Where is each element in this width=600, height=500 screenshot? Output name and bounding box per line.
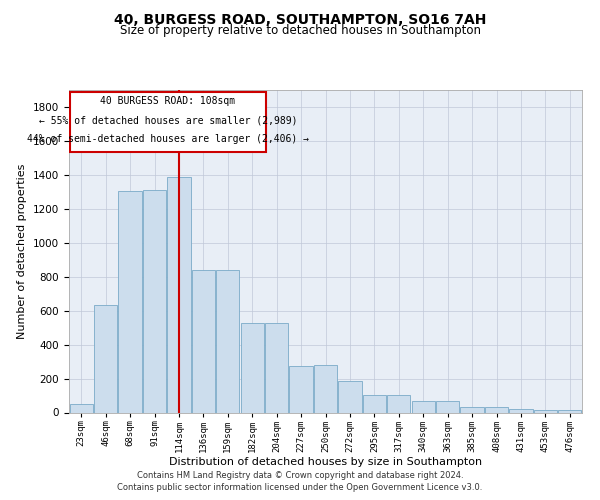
Bar	[70, 404, 93, 412]
Bar	[412, 402, 435, 412]
Text: 40 BURGESS ROAD: 108sqm: 40 BURGESS ROAD: 108sqm	[100, 96, 235, 106]
Bar	[558, 410, 581, 412]
Bar	[265, 322, 288, 412]
Text: 44% of semi-detached houses are larger (2,406) →: 44% of semi-detached houses are larger (…	[27, 134, 309, 144]
Bar	[387, 394, 410, 412]
Bar	[167, 178, 191, 412]
Bar	[94, 304, 117, 412]
Y-axis label: Number of detached properties: Number of detached properties	[17, 164, 28, 339]
Bar	[216, 270, 239, 412]
Bar	[534, 410, 557, 412]
Bar	[338, 381, 362, 412]
Bar	[363, 394, 386, 412]
Bar	[289, 366, 313, 412]
Bar	[485, 407, 508, 412]
Bar	[192, 270, 215, 412]
Bar	[460, 407, 484, 412]
Bar	[241, 322, 264, 412]
X-axis label: Distribution of detached houses by size in Southampton: Distribution of detached houses by size …	[169, 457, 482, 467]
Bar	[143, 190, 166, 412]
Bar	[509, 410, 533, 412]
Bar	[436, 402, 459, 412]
Text: Size of property relative to detached houses in Southampton: Size of property relative to detached ho…	[119, 24, 481, 37]
Text: Contains HM Land Registry data © Crown copyright and database right 2024.
Contai: Contains HM Land Registry data © Crown c…	[118, 471, 482, 492]
Bar	[314, 365, 337, 412]
Text: ← 55% of detached houses are smaller (2,989): ← 55% of detached houses are smaller (2,…	[38, 115, 297, 125]
FancyBboxPatch shape	[70, 92, 266, 152]
Bar	[118, 191, 142, 412]
Text: 40, BURGESS ROAD, SOUTHAMPTON, SO16 7AH: 40, BURGESS ROAD, SOUTHAMPTON, SO16 7AH	[114, 12, 486, 26]
